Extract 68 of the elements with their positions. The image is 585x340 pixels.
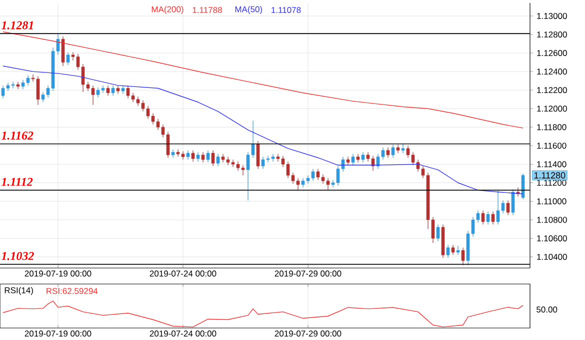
candlestick <box>451 244 455 256</box>
candlestick <box>491 211 495 225</box>
candlestick <box>106 85 110 96</box>
candlestick <box>511 188 515 216</box>
candlestick <box>391 144 395 158</box>
candlestick <box>351 154 355 166</box>
candlestick <box>361 152 365 163</box>
text: 1.11280 <box>534 172 566 179</box>
y-tick-label: 1.11000 <box>537 198 566 204</box>
candlestick <box>346 156 350 166</box>
candlestick <box>191 150 195 162</box>
x-tick-label: 2019-07-29 00:00 <box>274 270 342 277</box>
line-series <box>2 66 524 194</box>
candlestick <box>121 85 125 94</box>
chart-title: RSI(14) <box>4 287 33 295</box>
y-tick-label: 1.11800 <box>537 124 566 130</box>
y-tick-label: 1.11400 <box>537 161 566 168</box>
candlestick <box>66 52 70 66</box>
ref-line-label: 1.1112 <box>1 178 33 186</box>
y-tick-label: 1.13000 <box>537 12 567 19</box>
y-tick-label: 1.12600 <box>537 50 567 56</box>
candlestick <box>481 210 485 225</box>
candlestick <box>401 144 405 154</box>
y-tick-label: 1.11200 <box>537 180 566 186</box>
candlestick <box>16 81 20 90</box>
ref-line-label: 1.1162 <box>1 132 34 140</box>
candlestick <box>356 154 360 163</box>
candlestick <box>211 150 215 166</box>
candlestick <box>436 224 440 242</box>
x-tick-label: 2019-07-24 00:00 <box>150 330 216 337</box>
y-tick-label: 1.10400 <box>537 254 567 260</box>
x-tick-label: 2019-07-24 00:00 <box>150 270 216 277</box>
y-tick-label: 1.12200 <box>537 87 567 94</box>
ref-line-label: 1.1032 <box>1 252 34 260</box>
candlestick <box>386 147 390 158</box>
candlestick <box>446 244 450 258</box>
candlestick <box>116 85 120 94</box>
series-label: RSI:62.59294 <box>46 288 98 294</box>
candlestick <box>186 150 190 160</box>
text: MA(50) <box>235 6 262 14</box>
y-tick-label: 1.12400 <box>537 68 567 75</box>
candlestick <box>201 152 205 163</box>
ref-line-label: 1.1281 <box>1 21 33 30</box>
x-tick-label: 2019-07-19 00:00 <box>24 330 92 337</box>
x-tick-label: 2019-07-19 00:00 <box>24 270 92 277</box>
y-tick-label: 1.12800 <box>537 31 567 38</box>
candlestick <box>216 154 220 166</box>
candlestick <box>456 245 460 256</box>
y-tick-label: 1.10800 <box>537 216 567 223</box>
candlestick <box>256 140 260 170</box>
candlestick <box>506 200 510 216</box>
y-tick-label: 1.12000 <box>537 106 567 112</box>
candlestick <box>196 152 200 162</box>
candlestick <box>396 144 400 154</box>
annotation: 1.11788 <box>192 6 222 13</box>
x-tick-label: 2019-07-29 00:00 <box>274 330 342 337</box>
text: 50.00 <box>536 306 558 313</box>
candlestick <box>486 211 490 225</box>
text: MA(200) <box>152 6 184 14</box>
y-tick-label: 1.11600 <box>537 142 566 149</box>
y-tick-label: 1.10600 <box>537 235 567 242</box>
candlestick <box>461 247 465 266</box>
candlestick <box>521 173 525 200</box>
candlestick <box>171 149 175 158</box>
candlestick <box>206 150 210 163</box>
annotation: 1.11078 <box>272 6 301 13</box>
candlestick <box>61 36 65 66</box>
candlestick <box>111 85 115 96</box>
